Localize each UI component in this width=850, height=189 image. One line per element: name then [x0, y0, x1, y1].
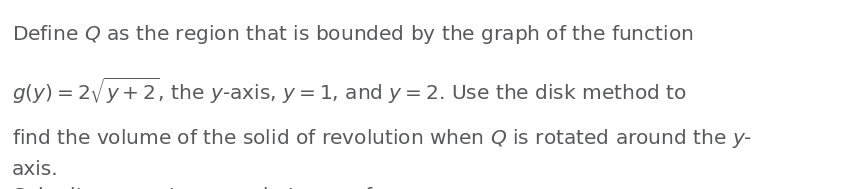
- Text: Define $\mathit{Q}$ as the region that is bounded by the graph of the function: Define $\mathit{Q}$ as the region that i…: [12, 23, 694, 46]
- Text: find the volume of the solid of revolution when $\mathit{Q}$ is rotated around t: find the volume of the solid of revoluti…: [12, 127, 752, 150]
- Text: $g(y) = 2\sqrt{y+2}$, the $y$-axis, $y = 1$, and $y = 2$. Use the disk method to: $g(y) = 2\sqrt{y+2}$, the $y$-axis, $y =…: [12, 76, 687, 106]
- Text: Submit an exact answer in terms of $\pi$.: Submit an exact answer in terms of $\pi$…: [12, 187, 396, 189]
- Text: axis.: axis.: [12, 160, 59, 179]
